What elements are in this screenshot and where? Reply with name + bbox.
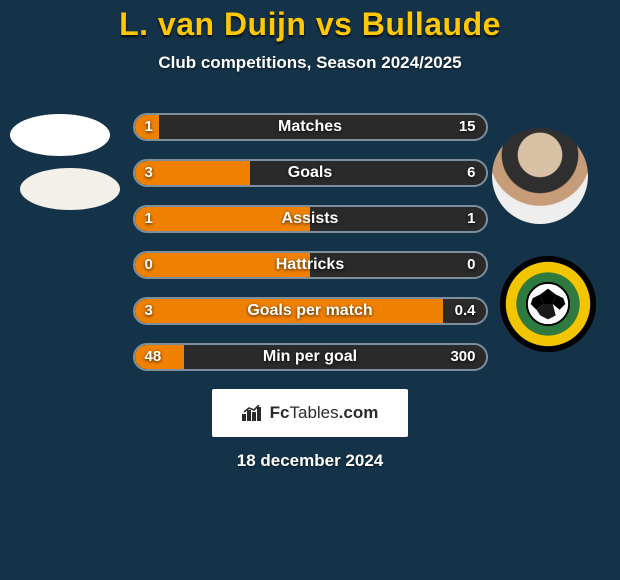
stat-row: 30.4Goals per match <box>133 297 488 325</box>
stat-label: Matches <box>135 115 486 139</box>
page-subtitle: Club competitions, Season 2024/2025 <box>0 53 620 73</box>
page-title: L. van Duijn vs Bullaude <box>0 6 620 43</box>
stat-label: Goals per match <box>135 299 486 323</box>
brand-fc: Fc <box>270 403 290 422</box>
brand-tables: Tables <box>290 403 339 422</box>
club-right-badge: FORTUNA SITTARD <box>500 256 596 352</box>
stat-label: Assists <box>135 207 486 231</box>
stat-label: Min per goal <box>135 345 486 369</box>
club-left-badge <box>20 168 120 210</box>
stat-label: Goals <box>135 161 486 185</box>
generation-date: 18 december 2024 <box>0 451 620 471</box>
brand-dotcom: .com <box>339 403 379 422</box>
club-right-badge-svg: FORTUNA SITTARD <box>500 256 596 352</box>
brand-chart-icon <box>242 405 264 421</box>
player-left-avatar <box>10 114 110 156</box>
stat-row: 36Goals <box>133 159 488 187</box>
stats-container: 115Matches 36Goals 11Assists 00Hattricks 30.… <box>133 113 488 371</box>
stat-row: 48300Min per goal <box>133 343 488 371</box>
stat-row: 00Hattricks <box>133 251 488 279</box>
stat-label: Hattricks <box>135 253 486 277</box>
brand-text: FcTables.com <box>270 403 379 423</box>
branding-box: FcTables.com <box>212 389 408 437</box>
page-root: L. van Duijn vs Bullaude Club competitio… <box>0 0 620 580</box>
player-right-avatar <box>492 128 588 224</box>
stat-row: 115Matches <box>133 113 488 141</box>
stat-row: 11Assists <box>133 205 488 233</box>
